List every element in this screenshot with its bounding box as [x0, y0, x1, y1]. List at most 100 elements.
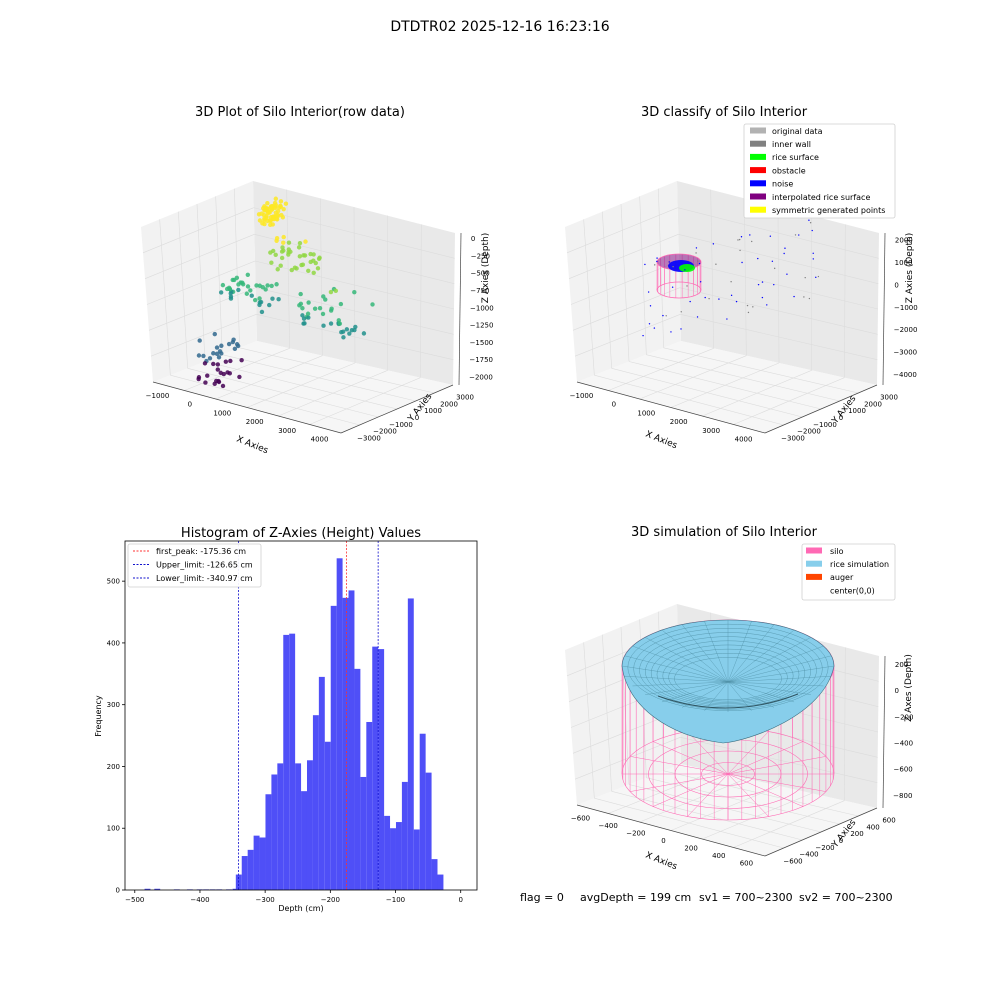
footer-sv2: sv2 = 700~2300 [799, 891, 893, 904]
raw-data-point [211, 351, 216, 356]
histogram-bar [318, 676, 325, 890]
legend-swatch [750, 127, 766, 134]
histogram-xtick: −500 [125, 896, 144, 904]
legend-label: rice surface [772, 153, 819, 162]
rice-simulation-surface [621, 619, 835, 744]
noise-point [783, 252, 785, 255]
raw-data-point [201, 353, 206, 359]
raw-data-point [273, 252, 278, 258]
rice-surface-ridge [657, 693, 799, 709]
simulation-ytick: 400 [866, 823, 879, 831]
raw-data-point [237, 374, 242, 380]
raw-data-point [333, 288, 339, 294]
classify-ytick: 2000 [864, 400, 882, 408]
histogram-bar [425, 772, 432, 890]
legend-label: auger [830, 573, 854, 582]
raw-data-point [217, 349, 223, 354]
raw-data-point [211, 361, 216, 367]
raw-data-point [328, 321, 334, 326]
noise-point [672, 265, 674, 268]
histogram-xtick: −300 [256, 896, 275, 904]
raw-data-point [297, 254, 303, 259]
classify-xtick: 1000 [637, 409, 655, 417]
raw-data-point [280, 245, 285, 250]
raw-data-point [214, 351, 220, 357]
legend-swatch [806, 547, 822, 554]
noise-point [648, 323, 651, 325]
classify-ztick: −1000 [894, 304, 918, 312]
raw-data-point [286, 247, 291, 252]
simulation-ytick: −600 [783, 858, 802, 866]
legend-swatch [806, 560, 822, 567]
classify-grid [566, 207, 678, 254]
raw-data-point [341, 335, 346, 340]
noise-point [773, 283, 775, 286]
raw-data-point [296, 245, 302, 250]
noise-point [746, 304, 749, 307]
noise-point [697, 260, 699, 262]
raw-data-point [301, 316, 307, 321]
raw-data-point [328, 289, 334, 295]
raw-data-point [275, 267, 280, 272]
noise-point [735, 300, 738, 303]
classify-ztick: 1000 [895, 259, 913, 267]
noise-point [757, 257, 759, 260]
noise-point [737, 239, 739, 241]
raw-data-point [320, 311, 326, 317]
raw-data-point [257, 218, 263, 223]
raw-data-point [306, 268, 311, 274]
raw-data-point [234, 342, 240, 347]
simulation-xtick: −400 [599, 822, 618, 830]
silo-base-spoke [727, 773, 826, 792]
raw-scatter-panel: 3D Plot of Silo Interior(row data) −1000… [141, 105, 494, 456]
raw-data-point [236, 287, 241, 293]
raw-data-point [268, 250, 273, 255]
classify-x-axis-line [576, 381, 766, 434]
raw-data-point [212, 381, 217, 387]
raw-data-point [261, 206, 266, 211]
raw-xtick: 2000 [246, 418, 264, 426]
rice-surface-mesh [704, 681, 729, 711]
raw-data-point [225, 370, 230, 375]
noise-point [749, 234, 751, 236]
noise-point [757, 283, 760, 286]
simulation-zlabel: Z Axes (Depth) [904, 654, 914, 722]
histogram-xtick: −100 [386, 896, 405, 904]
raw-data-point [228, 358, 233, 364]
legend-swatch [750, 193, 766, 200]
histogram-bar [289, 633, 296, 890]
noise-point [809, 222, 812, 224]
noise-point [699, 281, 702, 283]
noise-point [803, 296, 805, 298]
classify-ytick: 0 [839, 414, 843, 422]
classify-ytick: −3000 [781, 435, 805, 443]
classify-ytick: 3000 [880, 393, 898, 401]
raw-data-point [268, 222, 273, 227]
histogram-ytick: 500 [107, 578, 120, 586]
histogram-bar [354, 668, 361, 890]
raw-data-point [252, 297, 258, 303]
raw-left-pane [141, 181, 257, 382]
rice-surface-mesh [632, 681, 729, 687]
noise-point [740, 236, 743, 238]
simulation-legend: silo rice simulation auger center(0,0) [801, 543, 896, 601]
histogram-bar [271, 774, 278, 890]
legend-label: interpolated rice surface [772, 193, 870, 202]
noise-point [726, 318, 728, 320]
rice-surface-mesh [727, 637, 811, 683]
footer-avg-depth: avgDepth = 199 cm [580, 891, 691, 904]
raw-ztick: −1500 [470, 339, 494, 347]
raw-data-point [353, 324, 358, 330]
raw-data-point [259, 211, 264, 216]
raw-data-point [344, 327, 350, 332]
histogram-bar [312, 715, 319, 890]
raw-data-point [308, 259, 313, 265]
classify-xtick: −1000 [570, 392, 594, 400]
noise-point [656, 257, 658, 259]
histogram-bar [395, 822, 402, 890]
silo-base-spoke [727, 773, 769, 817]
legend-swatch [750, 167, 766, 174]
simulation-title: 3D simulation of Silo Interior [631, 525, 818, 540]
histogram-bar [232, 888, 239, 890]
raw-data-point [207, 356, 213, 361]
